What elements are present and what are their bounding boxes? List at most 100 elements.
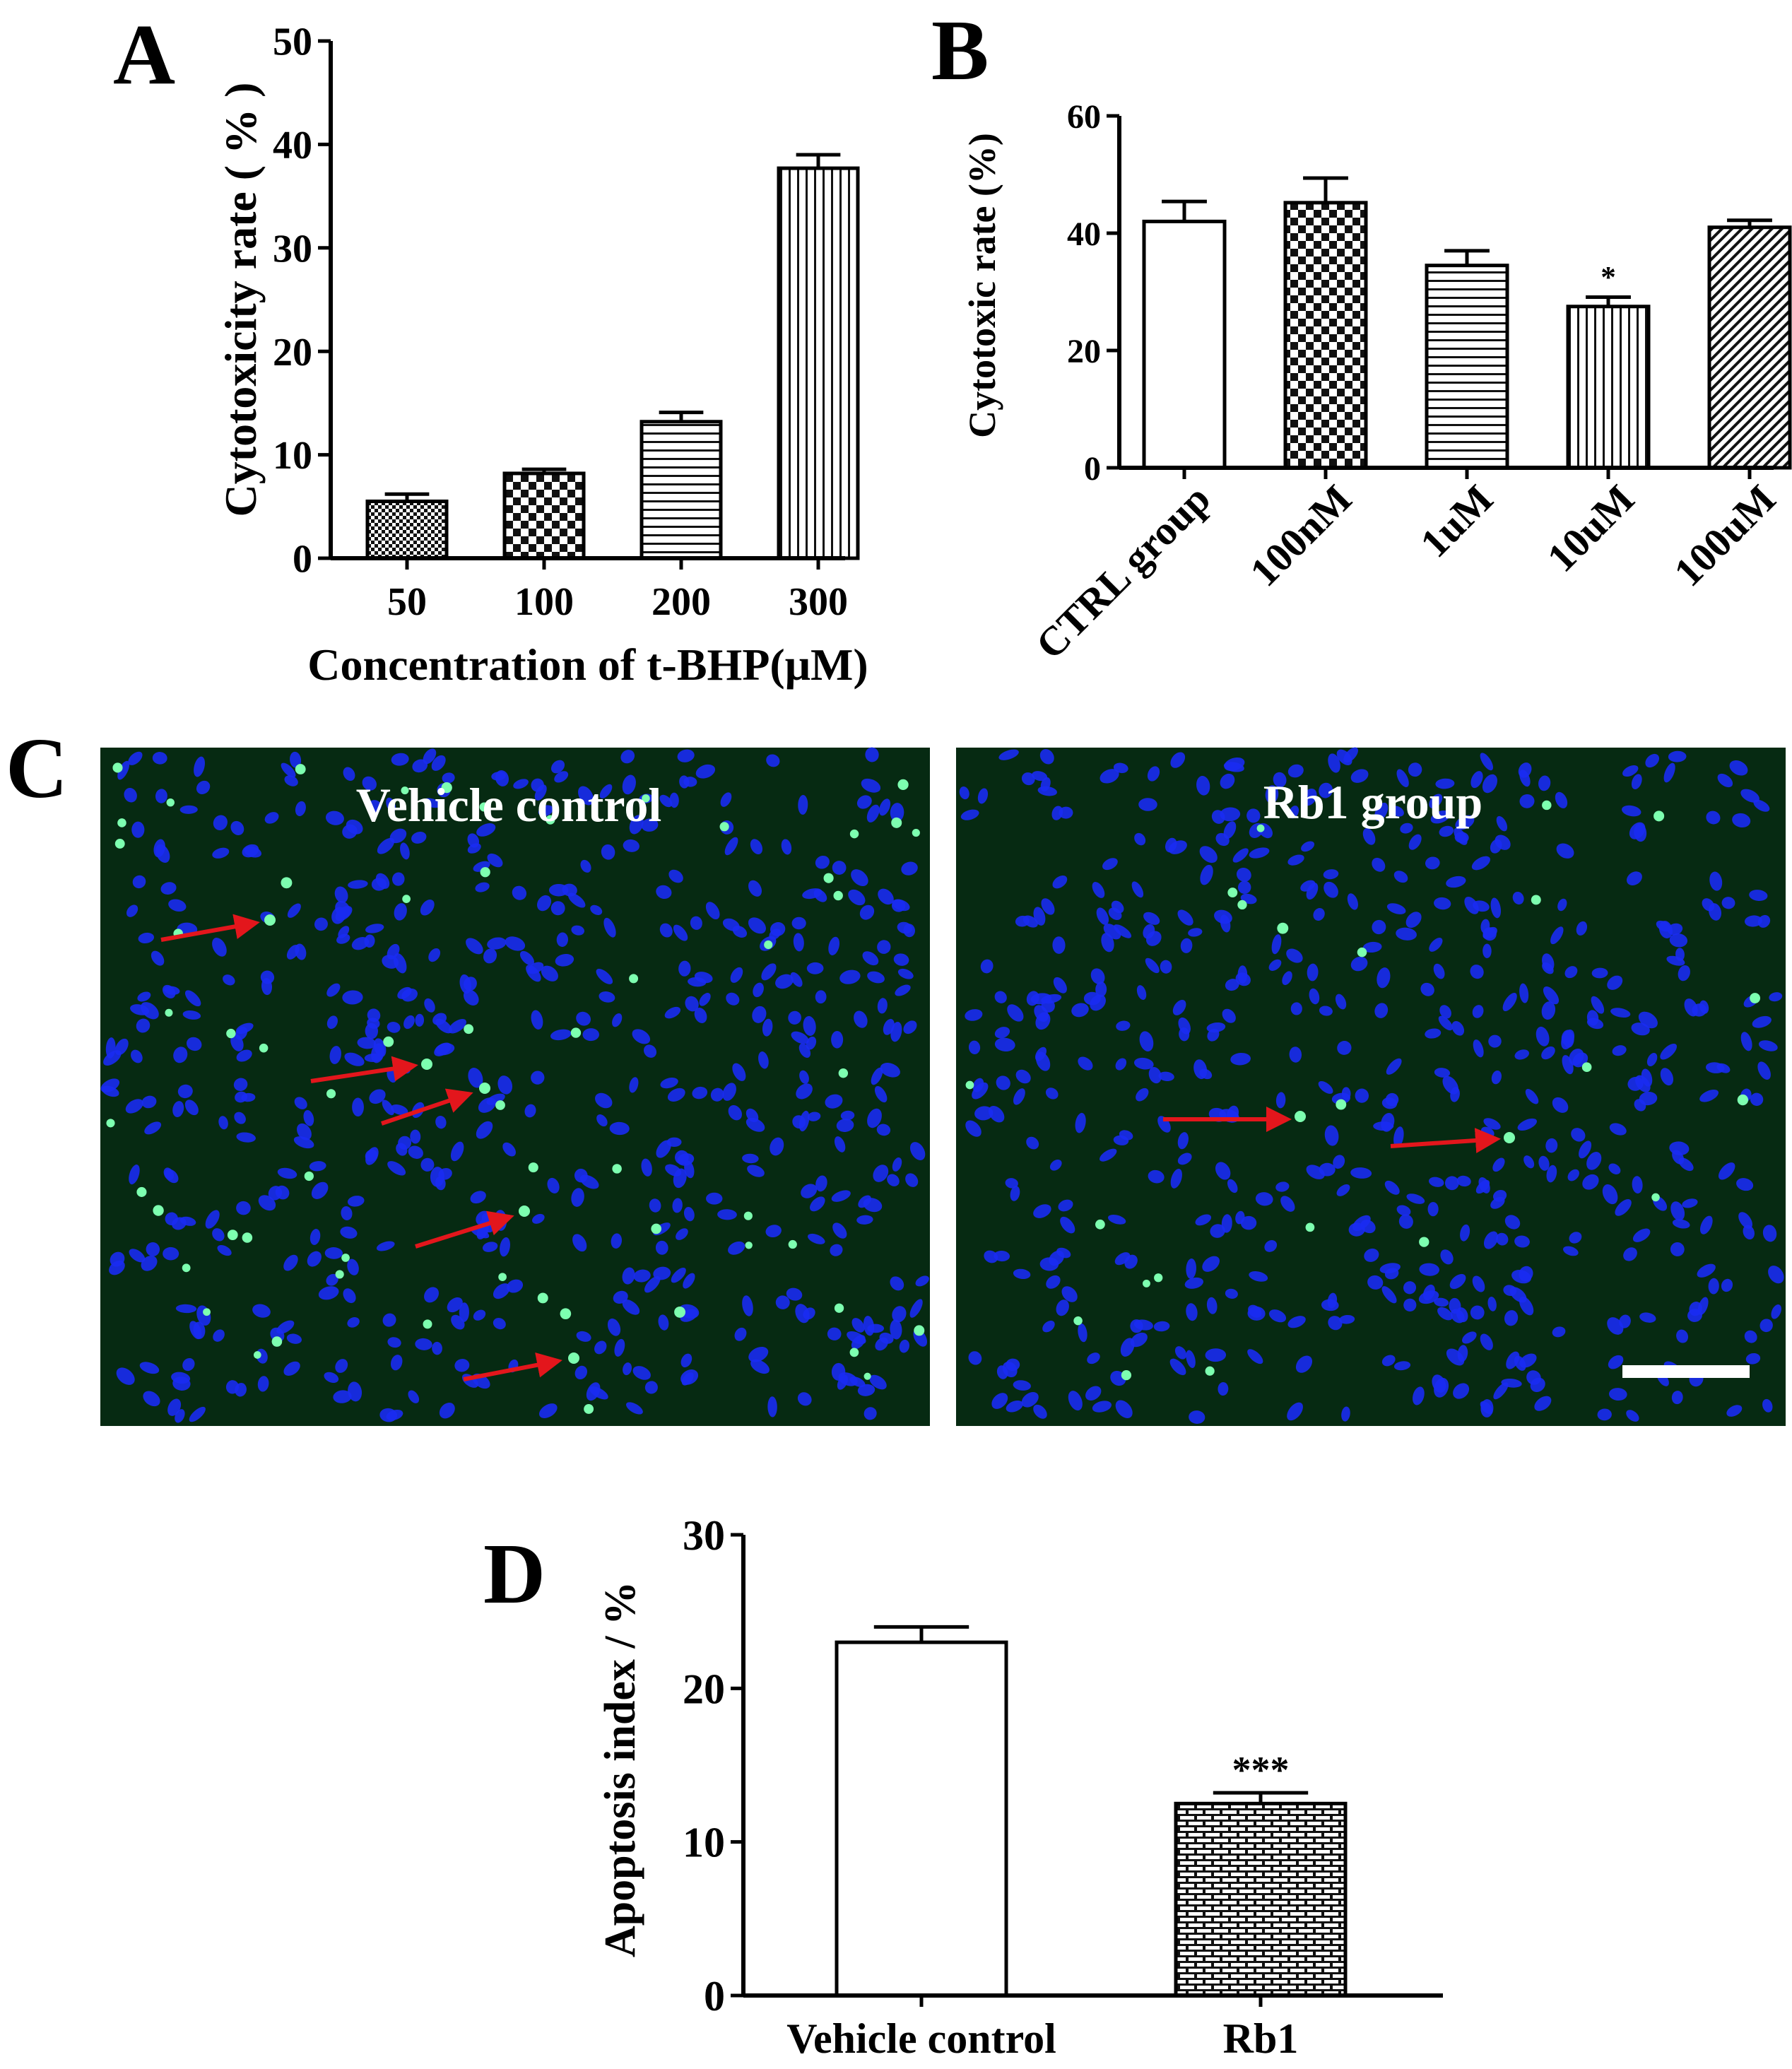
nucleus [1013, 1380, 1031, 1391]
nucleus [1319, 1006, 1333, 1016]
nucleus [1136, 1087, 1149, 1102]
apoptotic-cell [546, 815, 555, 825]
apoptotic-cell [341, 1254, 350, 1262]
nucleus [1021, 1392, 1039, 1408]
nucleus [393, 953, 407, 974]
nucleus [126, 904, 138, 917]
nucleus [815, 855, 830, 869]
nucleus [1200, 864, 1213, 885]
nucleus [1290, 1002, 1302, 1015]
nucleus [1726, 1405, 1743, 1417]
y-tick-label: 60 [1067, 98, 1101, 136]
micrograph-rb1-group: Rb1 group [956, 747, 1786, 1426]
nucleus [791, 1031, 809, 1044]
y-axis-title: Apoptosis index / % [596, 1581, 644, 1957]
nucleus [867, 971, 885, 984]
apoptotic-cell [629, 974, 639, 984]
nucleus [213, 1329, 225, 1342]
nucleus [454, 1359, 470, 1372]
nucleus [1736, 1178, 1754, 1191]
nucleus [1373, 1121, 1394, 1131]
y-tick-label: 0 [293, 538, 312, 582]
nucleus [382, 955, 399, 969]
nucleus [623, 839, 639, 852]
nucleus [728, 1104, 743, 1121]
nucleus [1218, 1381, 1229, 1396]
nucleus [1684, 998, 1698, 1017]
nucleus [128, 751, 143, 765]
nucleus [189, 1406, 206, 1422]
nucleus [799, 1070, 809, 1084]
nucleus [1153, 1321, 1170, 1332]
nucleus [1013, 1268, 1031, 1280]
nucleus [487, 853, 503, 868]
nucleus [144, 1121, 162, 1135]
nucleus [781, 839, 792, 855]
apoptotic-cell [165, 1008, 173, 1017]
nucleus [793, 933, 804, 952]
apoptotic-cell [479, 802, 489, 812]
nucleus [1660, 1043, 1678, 1060]
nucleus [1622, 765, 1639, 777]
x-tick-label: 200 [652, 580, 711, 624]
nucleus [1264, 1239, 1278, 1252]
nucleus [801, 1184, 818, 1198]
nucleus [1582, 1174, 1599, 1190]
nucleus [1550, 926, 1564, 945]
nucleus [643, 1044, 657, 1058]
nucleus [694, 972, 713, 984]
nucleus [1729, 760, 1748, 776]
nucleus [1591, 967, 1608, 979]
nucleus [1193, 1059, 1208, 1080]
apoptotic-cell [401, 786, 409, 795]
nucleus [813, 889, 827, 902]
nucleus [1483, 1118, 1501, 1130]
nucleus [1227, 1179, 1238, 1193]
nucleus [758, 1051, 769, 1069]
nucleus [451, 1314, 465, 1330]
nucleus [432, 1341, 442, 1355]
nucleus [1660, 1068, 1674, 1086]
nucleus [283, 1254, 298, 1271]
nucleus [1425, 856, 1440, 870]
nucleus [903, 1020, 917, 1034]
bar [365, 499, 449, 560]
nucleus [1391, 806, 1404, 817]
nucleus [1355, 1088, 1369, 1103]
nucleus [505, 936, 526, 951]
apoptotic-cell [1750, 993, 1761, 1003]
nucleus [1377, 967, 1391, 989]
nucleus [815, 1175, 827, 1192]
red-arrow [160, 914, 260, 942]
nucleus [1493, 1382, 1509, 1400]
bar [1566, 305, 1651, 470]
nucleus [790, 972, 803, 987]
nucleus [890, 1022, 902, 1042]
nucleus [1090, 994, 1106, 1011]
nucleus [1525, 1089, 1539, 1104]
nucleus [252, 1304, 271, 1318]
nucleus [1709, 871, 1723, 891]
nucleus [1425, 1028, 1442, 1039]
nucleus [649, 1198, 661, 1213]
nucleus [732, 1063, 746, 1081]
nucleus [295, 801, 306, 817]
apoptotic-cell [914, 1325, 925, 1336]
apoptotic-cell [1154, 1273, 1163, 1283]
nucleus [742, 1153, 759, 1164]
nucleus [1535, 1026, 1550, 1047]
apoptotic-cell [674, 1306, 685, 1318]
nucleus [1545, 1138, 1558, 1153]
nucleus [473, 1309, 486, 1321]
apoptotic-cell [891, 817, 902, 828]
nucleus [695, 764, 716, 779]
nucleus [1090, 968, 1105, 984]
apoptotic-cell [1737, 1094, 1749, 1106]
nucleus [1386, 903, 1406, 914]
micrograph-title-vehicle: Vehicle control [356, 778, 662, 832]
nucleus [548, 883, 569, 897]
nucleus [892, 1157, 902, 1172]
nucleus [435, 1115, 447, 1129]
nucleus [344, 1052, 365, 1066]
nucleus [798, 1110, 810, 1132]
